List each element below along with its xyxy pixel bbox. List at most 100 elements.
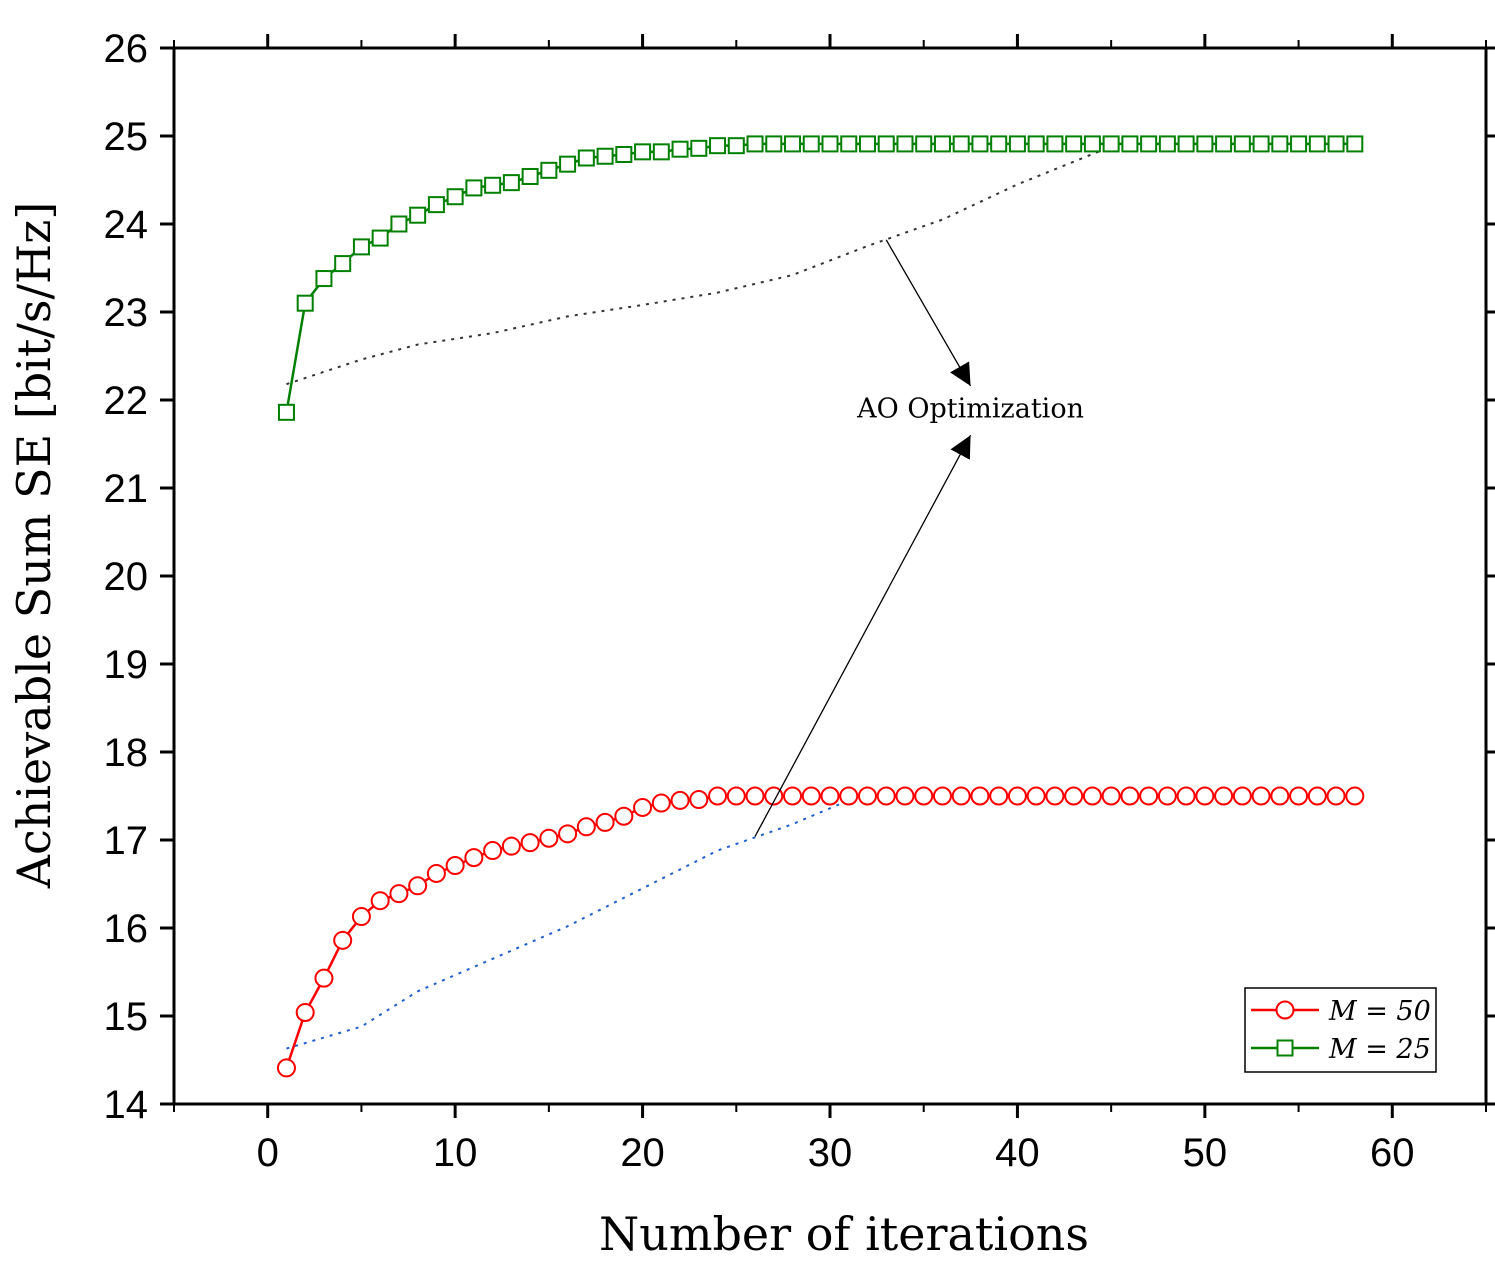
y-tick-label: 23 — [104, 291, 149, 335]
data-point-m50 — [558, 824, 578, 844]
x-tick-label: 20 — [620, 1131, 665, 1175]
data-point-m50 — [1026, 786, 1046, 806]
data-point-m50 — [989, 786, 1009, 806]
data-point-m25 — [1327, 135, 1345, 153]
data-point-m25 — [1140, 135, 1158, 153]
data-point-m50 — [539, 828, 559, 848]
data-point-m25 — [1008, 135, 1026, 153]
data-point-m50 — [1307, 786, 1327, 806]
data-point-m25 — [877, 135, 895, 153]
data-point-m25 — [634, 143, 652, 161]
y-tick-label: 18 — [104, 731, 149, 775]
data-point-m50 — [520, 833, 540, 853]
data-point-m25 — [521, 167, 539, 185]
data-point-m25 — [371, 229, 389, 247]
data-point-m25 — [1027, 135, 1045, 153]
axes: 0 10 20 30 40 50 60 14 15 16 17 18 19 20 21 22 23 24 25 26 — [104, 27, 1495, 1175]
data-point-m50 — [932, 786, 952, 806]
legend: M = 50 M = 25 — [1244, 987, 1437, 1073]
data-point-m50 — [1326, 786, 1346, 806]
data-point-m50 — [689, 790, 709, 810]
data-point-m50 — [1270, 786, 1290, 806]
data-point-m25 — [671, 140, 689, 158]
data-point-m50 — [501, 836, 521, 856]
data-point-m50 — [1176, 786, 1196, 806]
data-point-m25 — [1046, 135, 1064, 153]
y-axis-label: Achievable Sum SE [bit/s/Hz] — [7, 202, 61, 890]
data-point-m50 — [1345, 786, 1365, 806]
data-point-m50 — [764, 786, 784, 806]
annotation-arrow — [885, 239, 972, 387]
data-point-m50 — [895, 786, 915, 806]
data-point-m50 — [483, 841, 503, 861]
guide-lines — [286, 145, 1112, 1050]
data-point-m50 — [295, 1002, 315, 1022]
guide-line-lower-trend — [286, 799, 850, 1050]
legend-marker-m25 — [1276, 1039, 1294, 1057]
data-point-m50 — [633, 797, 653, 817]
data-point-m25 — [1290, 135, 1308, 153]
data-point-m50 — [1139, 786, 1159, 806]
x-tick-label: 40 — [995, 1131, 1040, 1175]
x-tick-label: 30 — [808, 1131, 853, 1175]
data-point-m25 — [915, 135, 933, 153]
data-point-m50 — [1232, 786, 1252, 806]
series-line-m25 — [285, 142, 1355, 413]
data-point-m25 — [596, 147, 614, 165]
data-point-m25 — [1233, 135, 1251, 153]
data-point-m50 — [651, 793, 671, 813]
data-point-m50 — [314, 968, 334, 988]
data-point-m25 — [334, 255, 352, 273]
data-point-m50 — [1157, 786, 1177, 806]
y-tick-label: 20 — [104, 555, 149, 599]
data-point-m25 — [1177, 135, 1195, 153]
data-point-m50 — [1045, 786, 1065, 806]
data-point-m50 — [951, 786, 971, 806]
x-tick-label: 50 — [1183, 1131, 1228, 1175]
data-point-m50 — [445, 856, 465, 876]
y-tick-label: 25 — [104, 115, 149, 159]
y-tick-label: 16 — [104, 907, 149, 951]
data-point-m25 — [765, 135, 783, 153]
y-tick-label: 15 — [104, 995, 149, 1039]
data-point-m50 — [839, 786, 859, 806]
annotation-arrow — [754, 434, 972, 837]
data-point-m50 — [614, 806, 634, 826]
data-point-m50 — [1195, 786, 1215, 806]
data-point-m25 — [390, 215, 408, 233]
data-point-m25 — [840, 135, 858, 153]
data-point-m25 — [858, 135, 876, 153]
data-point-m25 — [1196, 135, 1214, 153]
data-point-m25 — [784, 135, 802, 153]
data-point-m50 — [276, 1058, 296, 1078]
data-point-m50 — [1007, 786, 1027, 806]
data-point-m50 — [1120, 786, 1140, 806]
data-point-m50 — [1251, 786, 1271, 806]
y-tick-label: 26 — [104, 27, 149, 71]
data-point-m50 — [1214, 786, 1234, 806]
annotation-text: AO Optimization — [856, 394, 1084, 425]
y-tick-label: 21 — [104, 467, 149, 511]
data-point-m25 — [409, 206, 427, 224]
annotations: AO Optimization — [754, 239, 1084, 837]
data-point-m50 — [745, 786, 765, 806]
data-point-m25 — [559, 155, 577, 173]
data-point-m25 — [1121, 135, 1139, 153]
data-point-m25 — [296, 294, 314, 312]
data-point-m25 — [802, 135, 820, 153]
data-point-m50 — [1289, 786, 1309, 806]
data-point-m50 — [857, 786, 877, 806]
data-point-m25 — [1308, 135, 1326, 153]
data-point-m25 — [821, 135, 839, 153]
data-point-m25 — [615, 145, 633, 163]
data-point-m25 — [1271, 135, 1289, 153]
data-point-m50 — [408, 876, 428, 896]
data-point-m50 — [801, 786, 821, 806]
data-point-m50 — [726, 786, 746, 806]
x-tick-label: 0 — [257, 1131, 279, 1175]
data-point-m25 — [971, 135, 989, 153]
data-point-m50 — [389, 884, 409, 904]
y-tick-label: 24 — [104, 203, 149, 247]
